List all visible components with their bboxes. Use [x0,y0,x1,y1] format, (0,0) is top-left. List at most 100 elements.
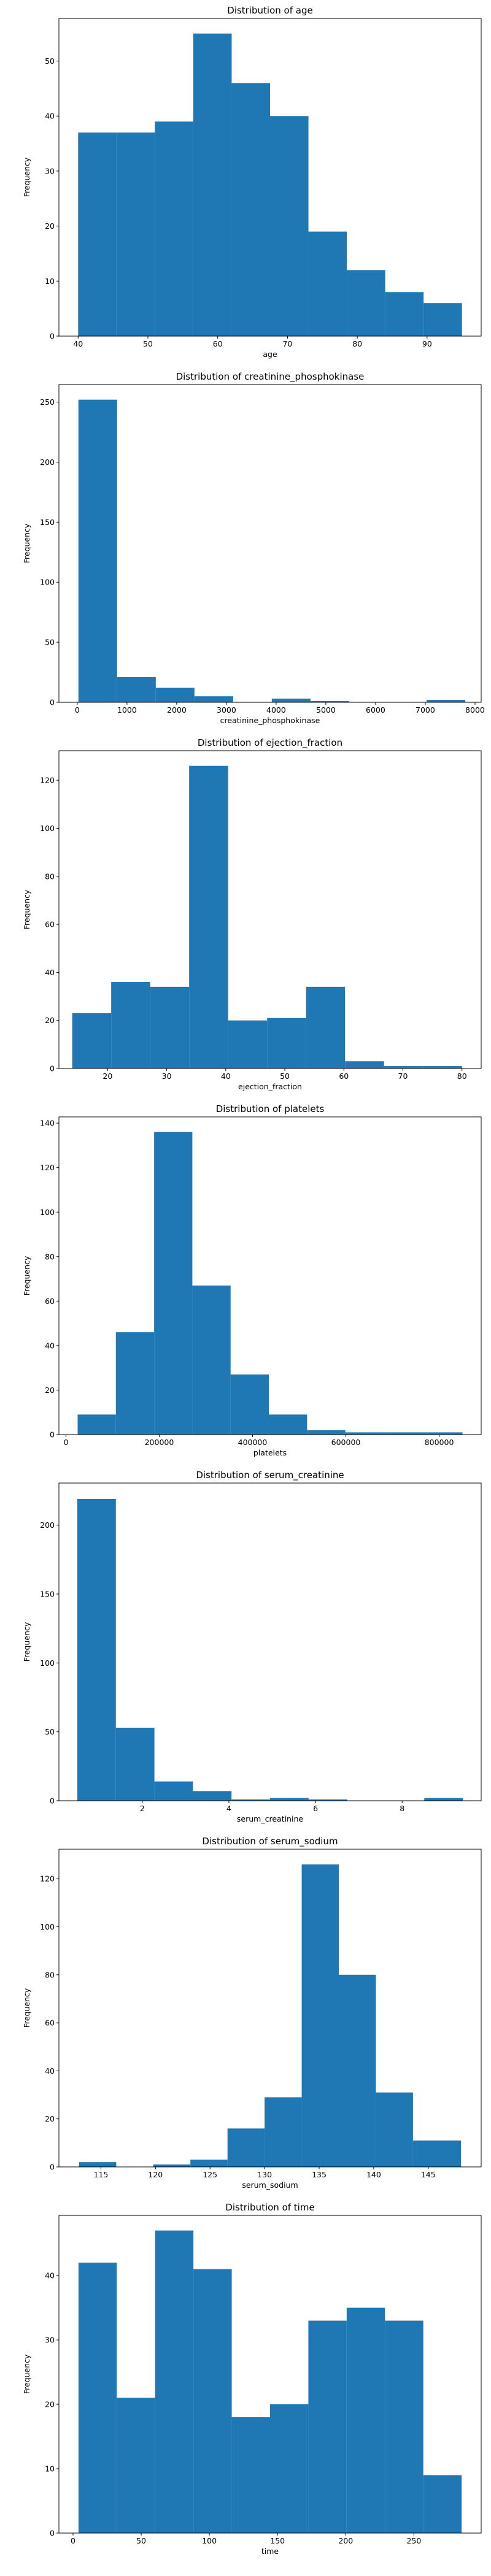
x-tick-label: 50 [280,1071,290,1081]
histogram-panel: Distribution of time 0 50 100 150 200 250 0 10 20… [22,2202,482,2556]
x-tick-label: 200000 [145,1438,174,1447]
histogram-bar [270,1798,309,1801]
histogram-bar [306,986,346,1068]
histogram-bar [154,1781,193,1801]
x-tick-label: 6 [313,1804,318,1813]
x-tick-label: 2 [140,1804,145,1813]
plot-frame [58,1482,482,1801]
chart-title: Distribution of age [227,5,312,16]
x-tick-label: 50 [136,2536,146,2545]
histogram-bar [155,688,195,702]
y-tick-label: 100 [40,1208,55,1217]
y-tick-label: 100 [40,1658,55,1668]
histogram-bar [78,132,117,336]
y-tick-label: 200 [40,1520,55,1530]
y-tick-label: 0 [50,1430,55,1439]
x-tick-label: 8 [400,1804,404,1813]
chart-title: Distribution of platelets [216,1103,325,1114]
y-tick-label: 20 [45,2400,55,2409]
y-tick-label: 20 [45,2114,55,2123]
histogram-bar [155,121,193,336]
histogram-bar [423,1066,462,1068]
y-tick-label: 40 [45,112,55,121]
histogram-bar [345,1432,384,1435]
histogram-bar [424,1798,463,1801]
histogram-panel: Distribution of serum_creatinine 2 4 6 8 0 50 1… [22,1470,482,1823]
y-tick-label: 40 [45,2271,55,2280]
x-axis-label: creatinine_phosphokinase [220,716,320,725]
x-tick-label: 0 [63,1438,68,1447]
x-tick-label: 70 [282,339,292,348]
histogram-bar [270,2404,309,2533]
histogram-bar [194,696,233,702]
histogram-bar [308,231,347,336]
y-tick-label: 100 [40,824,55,833]
x-axis-label: platelets [253,1448,287,1457]
histogram-bar [155,2230,194,2533]
histogram-bar [111,982,150,1068]
histogram-bar [384,1066,423,1068]
plot-frame [58,384,482,703]
y-tick-label: 0 [50,1064,55,1073]
y-tick-label: 40 [45,2066,55,2076]
y-axis-label: Frequency [22,1988,31,2028]
x-tick-label: 7000 [416,705,435,715]
x-tick-label: 2000 [167,705,187,715]
y-tick-label: 50 [45,56,55,66]
histogram-bar [423,2475,462,2533]
x-tick-label: 8000 [465,705,485,715]
y-tick-label: 250 [40,397,55,407]
histogram-bar [376,2092,413,2167]
y-axis-label: Frequency [22,889,31,929]
histogram-panel: Distribution of ejection_fraction 20 30 40 5… [22,737,482,1091]
x-axis-label: time [261,2547,279,2556]
plot-frame [58,750,482,1069]
y-tick-label: 0 [50,2163,55,2172]
x-tick-label: 130 [257,2170,272,2179]
histogram-bar [339,1974,376,2167]
y-axis-label: Frequency [22,157,31,197]
histogram-bar [117,677,156,702]
x-tick-label: 60 [213,339,223,348]
histogram-bar [77,1498,116,1801]
x-tick-label: 100 [202,2536,217,2545]
histogram-bar [78,2263,117,2533]
histogram-bar [385,292,424,336]
x-tick-label: 3000 [217,705,236,715]
plot-frame [58,1849,482,2168]
plot-frame [58,2215,482,2534]
y-tick-label: 150 [40,518,55,527]
y-tick-label: 40 [45,1341,55,1350]
y-tick-label: 200 [40,458,55,467]
histogram-bar [267,1018,306,1068]
histogram-bar [227,2128,265,2167]
histogram-bar [308,2320,347,2533]
y-tick-label: 120 [40,776,55,785]
histogram-bar [150,986,190,1068]
histogram-bar [231,1799,270,1801]
histogram-bar [310,701,349,702]
histogram-bar [193,33,232,337]
x-tick-label: 250 [406,2536,421,2545]
x-tick-label: 150 [270,2536,285,2545]
x-tick-label: 4000 [266,705,286,715]
x-tick-label: 125 [203,2170,217,2179]
histogram-bar [154,1132,193,1435]
chart-title: Distribution of serum_creatinine [196,1470,344,1481]
histogram-bar [153,2164,191,2167]
histogram-bar [231,2417,270,2533]
histogram-bar [423,303,462,336]
y-axis-label: Frequency [22,2354,31,2394]
x-axis-label: serum_creatinine [237,1814,303,1823]
x-tick-label: 135 [312,2170,327,2179]
y-tick-label: 20 [45,1386,55,1395]
y-tick-label: 10 [45,277,55,286]
y-tick-label: 80 [45,1252,55,1261]
x-tick-label: 400000 [238,1438,268,1447]
plot-frame [58,1116,482,1435]
x-tick-label: 145 [421,2170,436,2179]
histogram-bar [308,1799,347,1801]
y-tick-label: 30 [45,166,55,175]
y-tick-label: 60 [45,2018,55,2028]
y-axis-label: Frequency [22,523,31,563]
